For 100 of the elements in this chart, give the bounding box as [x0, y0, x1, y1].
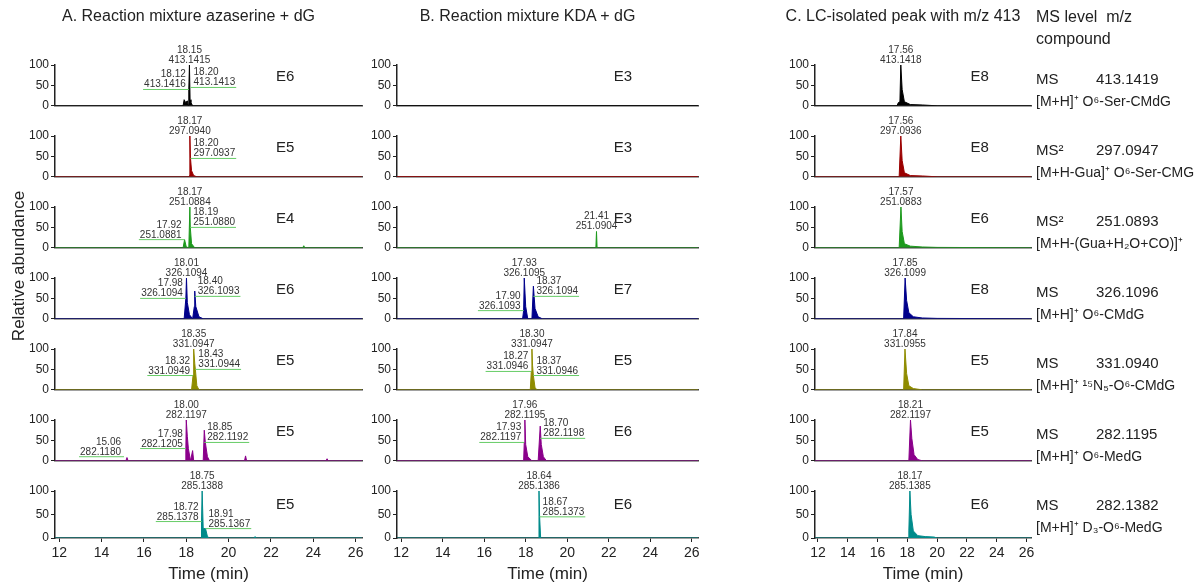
annotation: 17.93 282.1197 [480, 421, 522, 443]
y-tick-label: 0 [802, 311, 810, 326]
x-tick-label: 24 [305, 544, 322, 561]
annotation: 18.19 251.0880 [193, 206, 236, 228]
y-tick-label: 100 [788, 57, 810, 72]
text: [M+H-Gua]⁺ O⁶-Ser-CMG [1036, 163, 1195, 181]
x-tick-label: 14 [839, 544, 856, 561]
chart-title: B. Reaction mixture KDA + dG [418, 7, 637, 25]
text: [M+H]⁺ ¹⁵N₅-O⁶-CMdG [1036, 376, 1176, 394]
x-tick-label: 24 [642, 544, 659, 561]
y-tick-label: 0 [42, 98, 50, 113]
annotation: 18.37 326.1094 [536, 275, 579, 297]
y-tick-label: 0 [42, 453, 50, 468]
text: MS [1036, 283, 1059, 300]
y-tick-label: 100 [788, 128, 810, 143]
text: [M+H]⁺ O⁶-Ser-CMdG [1036, 92, 1171, 110]
annotation: 17.56 297.0936 [879, 115, 923, 136]
y-tick-label: 0 [802, 453, 810, 468]
annotation: 18.12 413.1416 [144, 68, 187, 90]
text: 413.1419 [1096, 70, 1159, 87]
y-tick-label: 0 [384, 530, 392, 545]
y-tick-label: 0 [802, 240, 810, 255]
y-tick-label: 100 [28, 199, 50, 214]
annotation: 17.85 326.1099 [884, 257, 927, 278]
y-tick-label: 100 [28, 341, 50, 356]
text: MS² [1036, 212, 1064, 229]
y-tick-label: 100 [370, 483, 392, 498]
annotation: 17.56 413.1418 [879, 44, 923, 65]
text: 282.1195 [1096, 425, 1158, 442]
x-tick-label: 22 [263, 544, 279, 561]
annotation: 18.20 413.1413 [193, 66, 236, 88]
y-tick-label: 100 [788, 412, 810, 427]
annotation: 15.06 282.1180 [80, 435, 122, 457]
y-tick-label: 50 [795, 148, 810, 163]
annotation: 18.67 285.1373 [542, 495, 585, 517]
text: [M+H]⁺ O⁶-CMdG [1036, 305, 1145, 323]
y-tick-label: 0 [384, 98, 392, 113]
y-tick-label: 100 [28, 270, 50, 285]
annotation: 17.98 326.1094 [141, 277, 184, 299]
x-tick-label: 16 [476, 544, 493, 561]
annotation: 18.70 282.1198 [543, 417, 585, 439]
annotation: 18.37 331.0946 [536, 354, 579, 376]
x-tick-label: 12 [810, 544, 826, 561]
y-tick-label: 100 [28, 57, 50, 72]
y-tick-label: 0 [802, 98, 810, 113]
annotation: 18.27 331.0946 [486, 350, 529, 372]
annotation: E8 [970, 67, 989, 85]
x-tick-label: 20 [929, 544, 946, 561]
text: 282.1382 [1096, 496, 1159, 513]
y-tick-label: 0 [42, 169, 50, 184]
annotation: E8 [970, 138, 989, 156]
x-tick-label: 20 [220, 544, 237, 561]
annotation: 17.93 326.1095 [503, 257, 546, 278]
x-axis-title: Time (min) [882, 564, 964, 584]
y-tick-label: 0 [42, 530, 50, 545]
annotation: 18.91 285.1367 [208, 507, 251, 529]
y-tick-label: 0 [802, 530, 810, 545]
annotation: 18.30 331.0947 [511, 328, 554, 349]
text: compound [1036, 30, 1111, 48]
annotation: 18.17 297.0940 [169, 115, 212, 136]
y-tick-label: 50 [377, 432, 392, 447]
y-tick-label: 100 [788, 199, 810, 214]
y-tick-label: 50 [35, 77, 50, 92]
x-tick-label: 26 [347, 544, 364, 561]
annotation: 18.20 297.0937 [193, 137, 236, 159]
y-tick-label: 0 [384, 453, 392, 468]
annotation: 18.00 282.1197 [165, 399, 208, 420]
y-tick-label: 0 [802, 382, 810, 397]
annotation: 17.98 282.1205 [141, 427, 184, 449]
y-tick-label: 0 [42, 382, 50, 397]
annotation: E5 [970, 351, 989, 369]
y-tick-label: 50 [795, 290, 810, 305]
annotation: E5 [276, 138, 295, 156]
y-tick-label: 50 [795, 361, 810, 376]
y-axis-title: Relative abundance [9, 189, 29, 344]
annotation: E5 [276, 351, 295, 369]
y-tick-label: 0 [42, 240, 50, 255]
annotation: 17.96 282.1195 [504, 399, 546, 420]
annotation: 17.90 326.1093 [478, 289, 522, 311]
text: [M+H-(Gua+H₂O+CO)]⁺ [1036, 234, 1183, 252]
y-tick-label: 50 [35, 361, 50, 376]
y-tick-label: 0 [384, 382, 392, 397]
y-tick-label: 0 [42, 311, 50, 326]
y-tick-label: 50 [377, 77, 392, 92]
annotation: 18.21 282.1197 [890, 399, 932, 420]
y-tick-label: 50 [377, 148, 392, 163]
annotation: 18.17 285.1385 [889, 470, 932, 491]
y-tick-label: 100 [28, 412, 50, 427]
y-tick-label: 50 [35, 432, 50, 447]
y-tick-label: 100 [370, 57, 392, 72]
annotation: 17.92 251.0881 [139, 218, 183, 240]
y-tick-label: 50 [35, 148, 50, 163]
text: MS [1036, 354, 1059, 371]
y-tick-label: 0 [384, 169, 392, 184]
text: MS² [1036, 141, 1064, 158]
y-tick-label: 100 [370, 270, 392, 285]
annotation: E3 [613, 67, 633, 85]
annotation: 18.40 326.1093 [197, 275, 240, 297]
annotation: E5 [276, 495, 295, 513]
y-tick-label: 100 [28, 128, 50, 143]
